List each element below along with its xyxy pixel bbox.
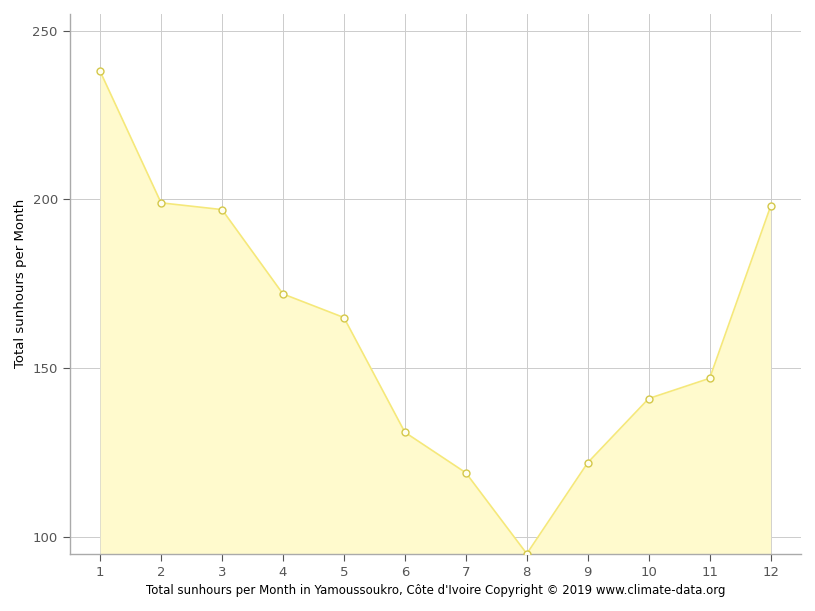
Y-axis label: Total sunhours per Month: Total sunhours per Month <box>14 199 27 368</box>
X-axis label: Total sunhours per Month in Yamoussoukro, Côte d'Ivoire Copyright © 2019 www.cli: Total sunhours per Month in Yamoussoukro… <box>146 584 725 597</box>
